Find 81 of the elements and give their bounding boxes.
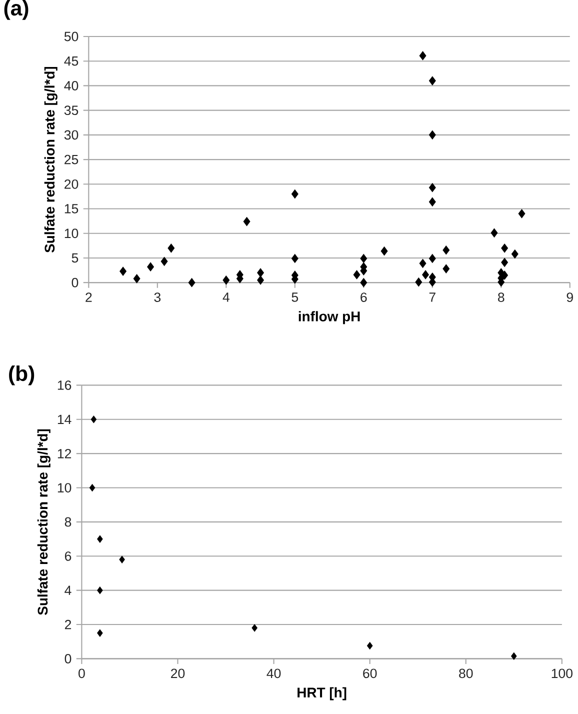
chart-title: (a) xyxy=(4,0,28,20)
point xyxy=(419,258,426,268)
x-tick-label: 60 xyxy=(363,668,377,678)
x-tick-label: 20 xyxy=(171,668,185,678)
point xyxy=(501,258,508,267)
x-tick-label: 40 xyxy=(266,668,281,678)
point xyxy=(222,276,230,285)
point xyxy=(168,244,175,253)
point xyxy=(419,51,426,60)
y-tick-label: 25 xyxy=(64,154,78,164)
x-tick-label: 7 xyxy=(429,292,436,302)
y-tick-label: 14 xyxy=(58,414,72,424)
point xyxy=(291,254,298,263)
x-tick-label: 80 xyxy=(459,668,473,678)
y-tick-label: 50 xyxy=(64,32,78,42)
x-tick-label: 8 xyxy=(498,292,504,302)
point xyxy=(188,278,196,288)
point xyxy=(360,254,368,263)
point xyxy=(120,266,126,276)
x-axis-title: inflow pH xyxy=(298,311,360,324)
point xyxy=(442,264,450,274)
x-tick-label: 0 xyxy=(78,668,85,678)
y-axis-title: Sulfate reduction rate [g/l*d] xyxy=(37,429,50,615)
chart-title: (b) xyxy=(9,365,34,386)
y-tick-label: 45 xyxy=(64,56,78,66)
y-tick-label: 5 xyxy=(72,253,78,263)
y-tick-label: 12 xyxy=(58,448,72,458)
y-axis-title: Sulfate reduction rate [g/l*d] xyxy=(44,66,58,253)
point xyxy=(90,416,97,424)
point xyxy=(428,76,436,86)
point xyxy=(428,183,436,192)
y-tick-label: 8 xyxy=(64,517,72,527)
point xyxy=(97,535,103,543)
point xyxy=(252,624,258,632)
y-tick-label: 35 xyxy=(64,106,78,116)
y-tick-label: 30 xyxy=(64,130,78,140)
point xyxy=(442,246,450,255)
point xyxy=(422,270,429,280)
point xyxy=(490,228,498,238)
point xyxy=(380,246,388,256)
point xyxy=(291,189,298,199)
x-tick-label: 9 xyxy=(566,292,573,302)
point xyxy=(353,270,360,280)
x-tick-label: 6 xyxy=(360,292,367,302)
y-tick-label: 16 xyxy=(58,380,72,390)
y-tick-label: 2 xyxy=(64,620,72,630)
point xyxy=(97,586,103,594)
y-tick-label: 0 xyxy=(72,278,78,288)
y-tick-label: 20 xyxy=(64,179,78,189)
point xyxy=(257,276,264,285)
point xyxy=(415,278,422,287)
point xyxy=(428,130,436,140)
point xyxy=(511,250,518,259)
x-tick-label: 2 xyxy=(86,292,92,302)
x-axis-title: HRT [h] xyxy=(298,687,346,700)
point xyxy=(518,209,526,218)
point xyxy=(97,629,103,637)
point xyxy=(147,262,154,272)
x-tick-label: 100 xyxy=(552,668,572,678)
point xyxy=(133,274,140,284)
point xyxy=(243,217,250,226)
point xyxy=(360,278,368,288)
point xyxy=(511,652,517,660)
point xyxy=(257,268,264,278)
point xyxy=(160,256,168,266)
y-tick-label: 0 xyxy=(64,654,72,664)
y-tick-label: 40 xyxy=(64,81,78,90)
point xyxy=(428,197,436,206)
y-tick-label: 15 xyxy=(64,204,78,214)
x-tick-label: 3 xyxy=(154,292,161,302)
y-tick-label: 6 xyxy=(64,551,72,561)
point xyxy=(119,556,125,564)
y-tick-label: 10 xyxy=(64,228,78,238)
point xyxy=(501,244,508,253)
x-tick-label: 4 xyxy=(222,292,230,302)
y-tick-label: 10 xyxy=(58,483,72,492)
point xyxy=(89,484,96,492)
point xyxy=(428,254,436,263)
y-tick-label: 4 xyxy=(64,586,72,595)
x-tick-label: 5 xyxy=(292,292,298,302)
point xyxy=(366,642,373,650)
